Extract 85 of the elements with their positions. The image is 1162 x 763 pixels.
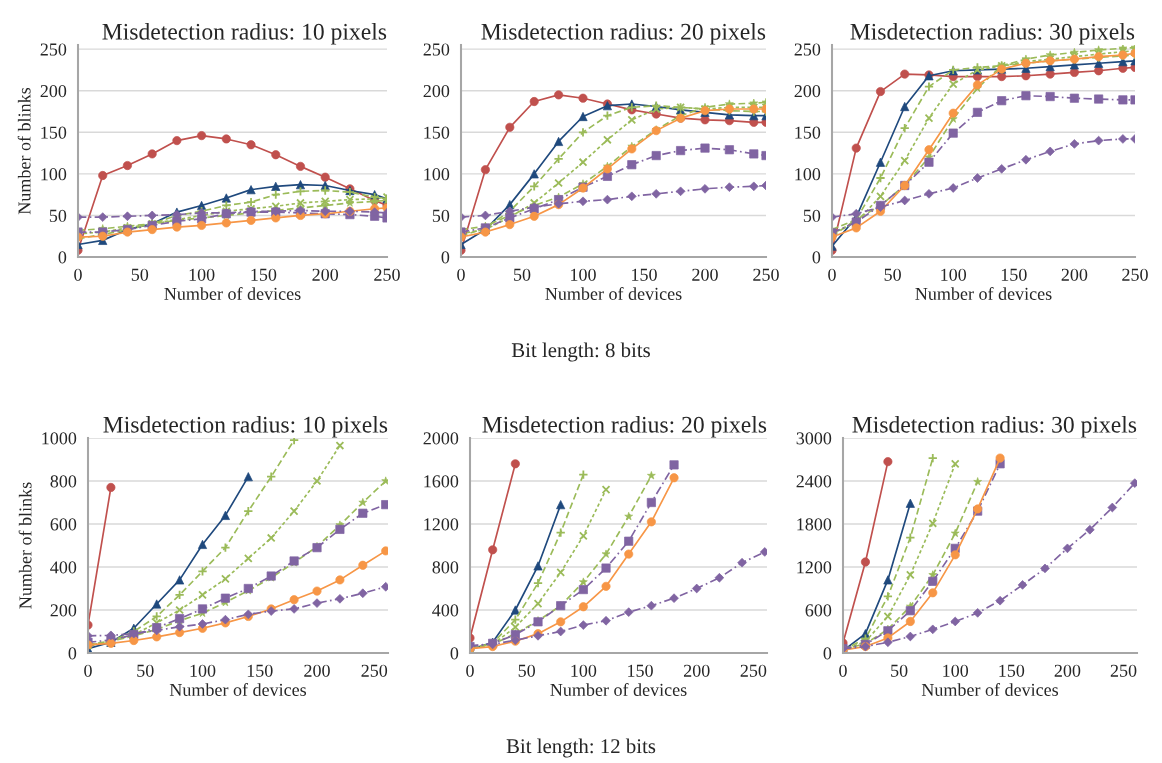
y-tick-label: 600: [50, 518, 77, 531]
x-tick-label: 200: [312, 268, 339, 281]
y-axis-title: Number of blinks: [18, 482, 32, 609]
x-axis-title: Number of devices: [164, 287, 301, 300]
y-tick-label: 250: [423, 43, 450, 56]
y-tick-label: 2400: [796, 475, 832, 488]
x-tick-label: 250: [1110, 664, 1137, 677]
y-tick-label: 50: [49, 209, 67, 222]
y-tick-label: 50: [432, 209, 450, 222]
x-axis-title: Number of devices: [169, 683, 307, 696]
x-tick-label: 50: [131, 268, 149, 281]
y-tick-label: 100: [795, 168, 821, 181]
x-tick-label: 150: [251, 268, 277, 281]
x-tick-label: 250: [753, 268, 779, 281]
x-axis-title: Number of devices: [550, 683, 687, 696]
y-tick-label: 0: [812, 251, 821, 264]
x-tick-label: 50: [514, 268, 531, 281]
y-tick-label: 1200: [424, 518, 459, 531]
chart-title: Misdetection radius: 30 pixels: [850, 23, 1135, 45]
chart-title: Misdetection radius: 20 pixels: [481, 23, 766, 45]
y-tick-label: 400: [432, 604, 459, 617]
y-tick-label: 200: [50, 604, 77, 617]
x-tick-label: 250: [740, 664, 767, 677]
x-tick-label: 100: [190, 664, 216, 677]
y-tick-label: 150: [424, 126, 450, 139]
y-tick-label: 1600: [424, 475, 459, 488]
x-tick-label: 50: [884, 268, 901, 281]
y-tick-label: 600: [805, 604, 832, 617]
y-tick-label: 400: [50, 561, 77, 574]
x-tick-label: 200: [1061, 268, 1088, 281]
x-tick-label: 50: [891, 664, 908, 677]
x-tick-label: 50: [518, 664, 536, 677]
chart-title: Misdetection radius: 30 pixels: [852, 416, 1137, 438]
x-axis-title: Number of devices: [545, 287, 682, 300]
x-tick-label: 200: [1054, 664, 1081, 677]
x-tick-label: 0: [839, 664, 847, 677]
x-tick-label: 150: [247, 664, 273, 677]
x-tick-label: 100: [571, 664, 597, 677]
x-axis-title: Number of devices: [921, 683, 1059, 696]
x-tick-label: 250: [374, 268, 400, 281]
x-tick-label: 100: [571, 268, 596, 281]
y-tick-label: 50: [803, 209, 821, 222]
x-tick-label: 200: [683, 664, 710, 677]
y-tick-label: 200: [40, 84, 67, 98]
x-tick-label: 200: [692, 268, 718, 281]
y-tick-label: 0: [441, 251, 450, 264]
chart-title: Misdetection radius: 10 pixels: [102, 23, 387, 45]
y-tick-label: 150: [41, 126, 67, 139]
x-tick-label: 250: [361, 664, 388, 677]
x-tick-label: 100: [189, 268, 215, 281]
y-tick-label: 1200: [797, 561, 832, 574]
x-tick-label: 0: [466, 664, 474, 677]
y-tick-label: 100: [424, 168, 450, 181]
x-tick-label: 100: [941, 268, 967, 281]
chart-title: Misdetection radius: 10 pixels: [103, 416, 388, 438]
y-tick-label: 800: [50, 475, 77, 488]
y-tick-label: 0: [58, 251, 67, 264]
x-tick-label: 250: [1122, 268, 1148, 281]
x-tick-label: 150: [1001, 268, 1027, 281]
y-tick-label: 200: [794, 84, 821, 98]
y-axis-title: Number of blinks: [17, 87, 31, 215]
x-tick-label: 150: [632, 268, 657, 281]
y-tick-label: 0: [823, 647, 832, 660]
y-tick-label: 150: [795, 126, 821, 139]
x-tick-label: 100: [943, 664, 969, 677]
x-tick-label: 150: [628, 664, 653, 677]
x-tick-label: 0: [84, 664, 92, 677]
y-tick-label: 250: [40, 43, 67, 56]
y-tick-label: 3000: [796, 432, 832, 445]
y-tick-label: 250: [794, 43, 821, 56]
x-tick-label: 50: [137, 664, 154, 677]
y-tick-label: 2000: [423, 432, 459, 445]
x-tick-label: 150: [999, 664, 1025, 677]
y-tick-label: 800: [432, 561, 459, 574]
x-axis-title: Number of devices: [915, 287, 1052, 300]
y-tick-label: 100: [41, 168, 67, 181]
x-tick-label: 200: [304, 664, 330, 677]
y-tick-label: 1000: [42, 432, 77, 445]
text: Bit length: 8 bits: [511, 342, 650, 362]
chart-title: Misdetection radius: 20 pixels: [482, 416, 767, 438]
y-tick-label: 0: [450, 647, 459, 660]
y-tick-label: 1800: [797, 518, 832, 531]
text: Bit length: 12 bits: [506, 738, 656, 758]
y-tick-label: 200: [423, 84, 450, 98]
y-tick-label: 0: [68, 647, 77, 660]
